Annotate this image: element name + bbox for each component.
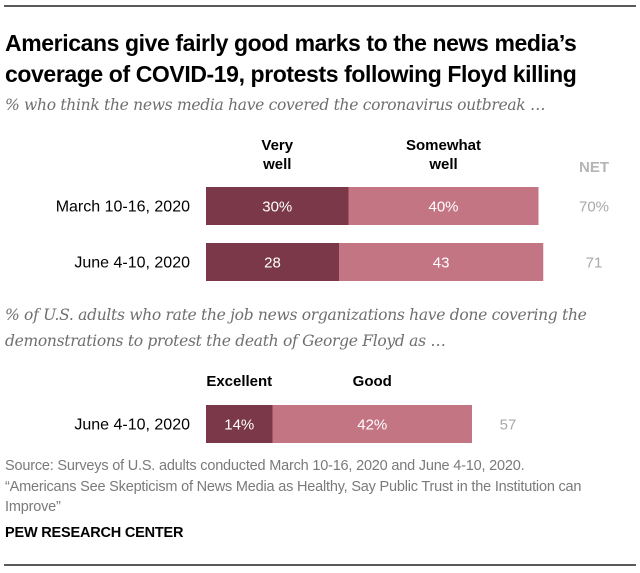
legend-very-well: Very	[261, 137, 293, 154]
bottom-rule	[4, 564, 636, 566]
top-rule	[4, 5, 636, 7]
legend-good: Good	[353, 373, 392, 390]
chart-2-subtitle: % of U.S. adults who rate the job news o…	[5, 306, 587, 350]
legend-very-well: well	[262, 156, 291, 173]
legend-somewhat-well: well	[428, 156, 457, 173]
data-label: 43	[433, 255, 450, 272]
source-note: Source: Surveys of U.S. adults conducted…	[5, 456, 637, 518]
bar-very-well	[206, 187, 349, 225]
category-label: March 10-16, 2020	[56, 199, 190, 216]
data-label: 42%	[357, 417, 387, 434]
chart-title: Americans give fairly good marks to the …	[5, 30, 577, 87]
bar-good	[272, 405, 472, 443]
bar-very-well	[206, 243, 339, 281]
pew-logo-text: PEW RESEARCH CENTER	[5, 525, 184, 541]
legend-somewhat-well: Somewhat	[406, 137, 481, 154]
net-value: 70%	[579, 199, 609, 216]
data-label: 40%	[428, 199, 458, 216]
category-label: June 4-10, 2020	[74, 417, 190, 434]
bar-somewhat-well	[339, 243, 544, 281]
bar-excellent	[206, 405, 273, 443]
net-header: NET	[579, 159, 609, 176]
chart-1-subtitle: % who think the news media have covered …	[5, 96, 546, 114]
net-value: 71	[586, 255, 603, 272]
bar-somewhat-well	[348, 187, 539, 225]
source-text: Source: Surveys of U.S. adults conducted…	[5, 458, 525, 474]
net-value: 57	[500, 417, 517, 434]
data-label: 28	[264, 255, 281, 272]
legend-excellent: Excellent	[206, 373, 272, 390]
category-label: June 4-10, 2020	[74, 255, 190, 272]
data-label: 14%	[224, 417, 254, 434]
report-title: “Americans See Skepticism of News Media …	[5, 478, 582, 516]
data-label: 30%	[262, 199, 292, 216]
